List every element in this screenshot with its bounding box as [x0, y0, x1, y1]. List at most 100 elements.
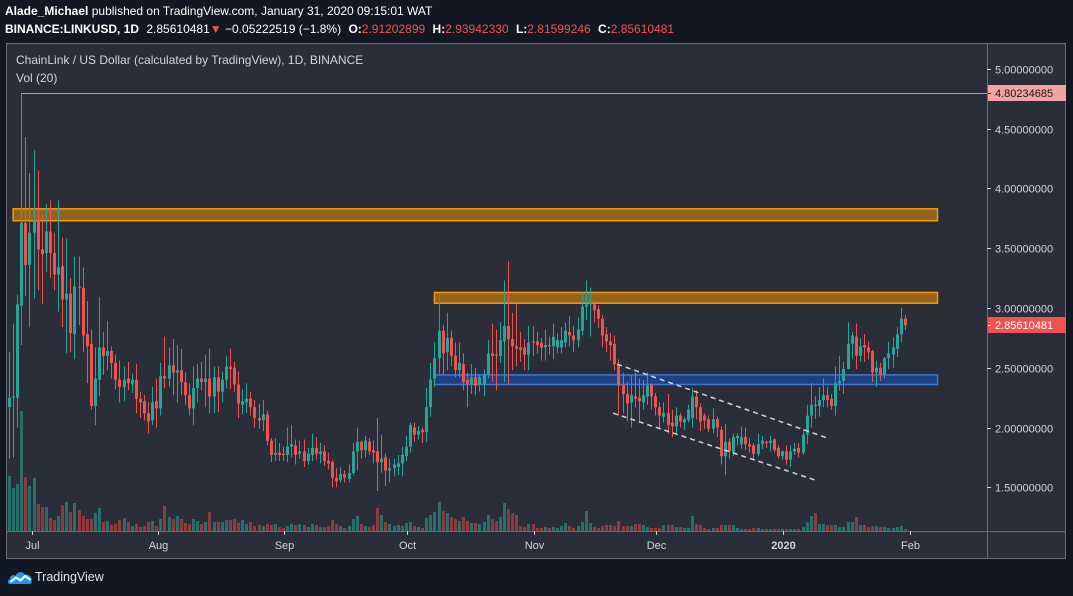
volume-bar [123, 518, 126, 531]
volume-bar [221, 522, 224, 531]
candle [413, 422, 416, 442]
candle [568, 316, 571, 347]
candle [564, 322, 567, 348]
support-zone [433, 374, 939, 386]
volume-bar [761, 529, 764, 531]
date-tick-label: Nov [525, 540, 545, 552]
price-axis[interactable]: 5.00000000 4.50000000 4.00000000 3.50000000… [987, 65, 1066, 495]
date-tick-label: Oct [399, 540, 416, 552]
candle [49, 200, 52, 279]
candle [842, 361, 845, 395]
candle [707, 415, 710, 433]
volume-bar [298, 524, 301, 531]
volume-bar [409, 522, 412, 531]
candle [323, 445, 326, 466]
candle [335, 468, 338, 488]
candle [683, 416, 686, 430]
candle [777, 445, 780, 459]
volume-bar [454, 519, 457, 531]
volume-bar [859, 525, 862, 531]
volume-bar [838, 527, 841, 531]
volume-bar [217, 522, 220, 531]
volume-bar [589, 523, 592, 531]
volume-bar [797, 529, 800, 531]
candle [155, 378, 158, 428]
candle [180, 348, 183, 396]
candle [879, 362, 882, 381]
candle [577, 317, 580, 348]
candle [638, 378, 641, 422]
volume-bar [892, 528, 895, 531]
time-axis[interactable]: Jul Aug Sep Oct Nov Dec 2020 Feb [25, 531, 920, 552]
candle [830, 394, 833, 410]
candle [814, 396, 817, 420]
candle [200, 361, 203, 391]
candle [462, 353, 465, 391]
candle [311, 433, 314, 461]
candle [536, 331, 539, 354]
volume-bar [658, 528, 661, 531]
candle [208, 348, 211, 414]
volume-bar [208, 512, 211, 531]
resistance-zone-upper [12, 208, 939, 222]
candle [245, 383, 248, 414]
volume-bar [290, 524, 293, 531]
tradingview-brand-link[interactable]: TradingView [7, 568, 104, 586]
candle [716, 416, 719, 438]
candle [368, 438, 371, 455]
candle [73, 256, 76, 360]
candle [797, 443, 800, 458]
volume-bar [41, 507, 44, 531]
volume-bar [425, 518, 428, 531]
candle [720, 426, 723, 465]
volume-bar [466, 521, 469, 531]
candle [425, 388, 428, 442]
candle [560, 327, 563, 354]
volume-bar [282, 528, 285, 531]
volume-bar [532, 524, 535, 531]
candle [163, 336, 166, 389]
candle [343, 470, 346, 483]
candle [736, 433, 739, 446]
volume-bar [180, 519, 183, 531]
volume-bar [335, 524, 338, 531]
volume-bar [417, 527, 420, 531]
candle [37, 170, 40, 291]
candle [757, 433, 760, 457]
volume-bar [69, 512, 72, 531]
candle [900, 307, 903, 343]
volume-bar [720, 525, 723, 531]
candle [552, 323, 555, 360]
volume-bar [446, 513, 449, 531]
candle [646, 372, 649, 405]
volume-bar [20, 411, 23, 531]
candle [519, 331, 522, 362]
volume-bar [163, 506, 166, 531]
volume-bar [380, 515, 383, 531]
candle [86, 300, 89, 384]
volume-bar [617, 521, 620, 531]
volume-bar [24, 477, 27, 531]
volume-bar [438, 502, 441, 531]
candle [339, 466, 342, 483]
volume-bar [793, 529, 796, 531]
volume-bar [842, 527, 845, 531]
candle [352, 443, 355, 476]
resistance-zone-mid [433, 291, 939, 304]
volume-indicator-legend[interactable]: Vol (20) [16, 71, 58, 85]
volume-bar [646, 527, 649, 531]
volume-bar [757, 528, 760, 531]
candle [217, 366, 220, 412]
volume-bar [303, 525, 306, 531]
volume-bar [630, 526, 633, 531]
candle [773, 438, 776, 453]
volume-bar [609, 525, 612, 531]
volume-bar [155, 526, 158, 531]
candle [61, 237, 64, 328]
volume-bar [601, 526, 604, 531]
candle [266, 410, 269, 446]
volume-bar [339, 526, 342, 531]
candle [446, 312, 449, 371]
candle [450, 330, 453, 367]
